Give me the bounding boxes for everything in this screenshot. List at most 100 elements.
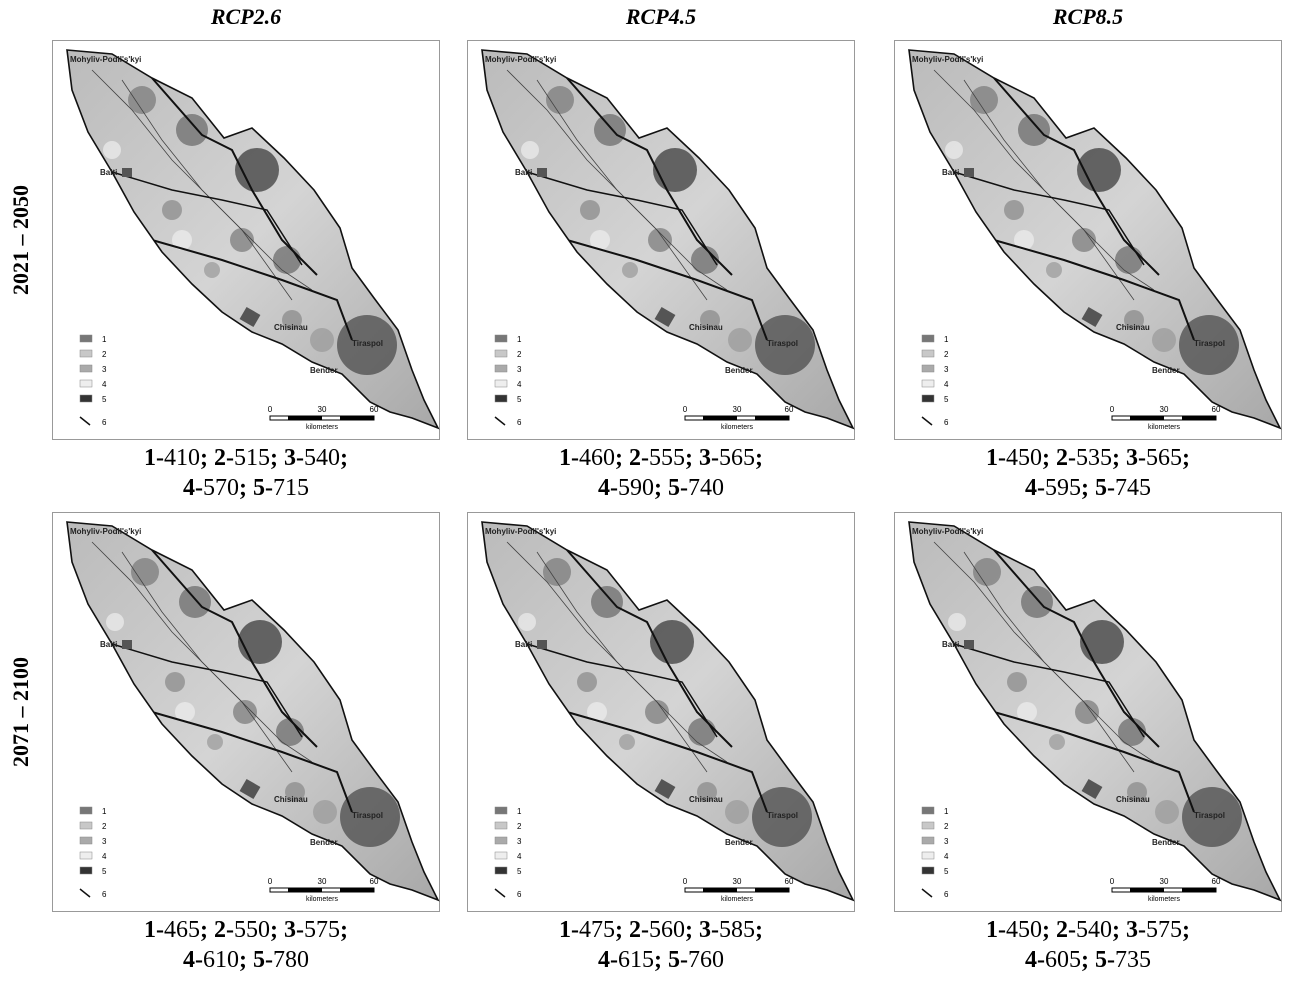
legend-swatch	[494, 866, 508, 875]
legend-line	[494, 888, 506, 898]
legend-swatch	[494, 379, 508, 388]
caption-value: 575	[303, 917, 340, 943]
caption-value: 715	[272, 475, 309, 501]
basin-border	[993, 549, 1160, 748]
legend-label: 6	[102, 890, 107, 899]
shade-blob	[725, 800, 749, 824]
caption-line: 4-610; 5-780	[36, 945, 456, 975]
caption-key: ;	[1181, 917, 1190, 943]
caption-value: 780	[272, 947, 309, 973]
shade-blob	[619, 734, 635, 750]
legend-swatch	[921, 821, 935, 830]
scale-label: 60	[370, 405, 379, 414]
place-label: Tiraspol	[352, 339, 383, 348]
shade-blob	[176, 114, 208, 146]
caption: 1-450; 2-535; 3-565; 4-595; 5-745	[878, 443, 1291, 503]
shade-blob	[172, 230, 192, 250]
river	[121, 79, 293, 301]
shade-blob	[285, 782, 305, 802]
legend-line	[79, 416, 91, 426]
column-header: RCP4.5	[625, 4, 697, 29]
place-label: Bender	[1152, 366, 1180, 375]
legend-label: 5	[944, 867, 949, 876]
scale-label: 30	[733, 877, 742, 886]
shade-blob	[128, 86, 156, 114]
shade-blob	[207, 734, 223, 750]
legend-line	[494, 416, 506, 426]
map-panel: Mohyliv-Podil's'kyi Balti Chisinau Tiraspol…	[52, 512, 440, 912]
shade-blob	[591, 586, 623, 618]
outline	[66, 49, 440, 430]
city	[964, 168, 974, 177]
basin-border	[566, 239, 768, 341]
legend-swatch	[79, 334, 93, 343]
caption-key: 1-	[559, 917, 580, 943]
legend-swatch	[494, 821, 508, 830]
scale-label: 30	[1160, 405, 1169, 414]
shade-blob	[1080, 620, 1124, 664]
legend-swatch	[494, 806, 508, 815]
shade-blob	[1182, 787, 1242, 847]
legend-label: 2	[102, 822, 107, 831]
caption-line: 4-590; 5-740	[451, 473, 871, 503]
legend-label: 5	[944, 395, 949, 404]
caption-key: ; 2-	[1042, 445, 1076, 471]
scale-label: 60	[1212, 877, 1221, 886]
basin-border	[993, 711, 1195, 813]
row-label: 2071 – 2100	[8, 657, 33, 767]
shade-blob	[1018, 114, 1050, 146]
river	[91, 541, 313, 763]
legend-swatch	[494, 851, 508, 860]
legend-swatch	[79, 394, 93, 403]
scale-label: 0	[268, 405, 273, 414]
caption-key: 4-	[598, 475, 618, 501]
city	[239, 306, 261, 328]
legend-label: 2	[102, 350, 107, 359]
caption-key: 1-	[986, 445, 1007, 471]
basin-border	[953, 643, 1145, 738]
caption-key: ; 3-	[685, 445, 719, 471]
caption-line: 4-570; 5-715	[36, 473, 456, 503]
place-label: Tiraspol	[1194, 811, 1225, 820]
caption-key: 4-	[183, 947, 203, 973]
legend-label: 6	[517, 418, 522, 427]
legend-label: 2	[517, 350, 522, 359]
legend-swatch	[494, 349, 508, 358]
legend-label: 6	[944, 890, 949, 899]
caption-key: ; 3-	[685, 917, 719, 943]
shade-blob	[691, 246, 719, 274]
legend-label: 2	[944, 822, 949, 831]
legend-swatch	[921, 866, 935, 875]
city	[122, 168, 132, 177]
shade-blob	[755, 315, 815, 375]
shade-blob	[131, 558, 159, 586]
caption: 1-450; 2-540; 3-575; 4-605; 5-735	[878, 915, 1291, 975]
caption-value: 595	[1045, 475, 1081, 501]
shade-blob	[518, 613, 536, 631]
city	[654, 778, 676, 800]
shade-blob	[313, 800, 337, 824]
shade-blob	[650, 620, 694, 664]
caption-value: 450	[1006, 445, 1043, 471]
scale-unit: kilometers	[306, 896, 338, 903]
legend-swatch	[79, 349, 93, 358]
scale-bar	[755, 416, 789, 420]
shade-blob	[590, 230, 610, 250]
place-label: Bender	[725, 366, 753, 375]
map-panel: Mohyliv-Podil's'kyi Balti Chisinau Tiraspol…	[894, 512, 1282, 912]
legend-swatch	[921, 836, 935, 845]
shade-blob	[162, 200, 182, 220]
column-header: RCP2.6	[210, 4, 282, 29]
caption-key: ; 5-	[1081, 947, 1115, 973]
scale-unit: kilometers	[1148, 896, 1180, 903]
legend-label: 5	[517, 867, 522, 876]
map-panel: Mohyliv-Podil's'kyi Balti Chisinau Tiraspol…	[52, 40, 440, 440]
legend-swatch	[494, 836, 508, 845]
legend-label: 6	[517, 890, 522, 899]
shade-blob	[546, 86, 574, 114]
scale-label: 30	[733, 405, 742, 414]
place-label: Mohyliv-Podil's'kyi	[70, 55, 141, 64]
shade-blob	[945, 141, 963, 159]
scale-label: 60	[785, 405, 794, 414]
